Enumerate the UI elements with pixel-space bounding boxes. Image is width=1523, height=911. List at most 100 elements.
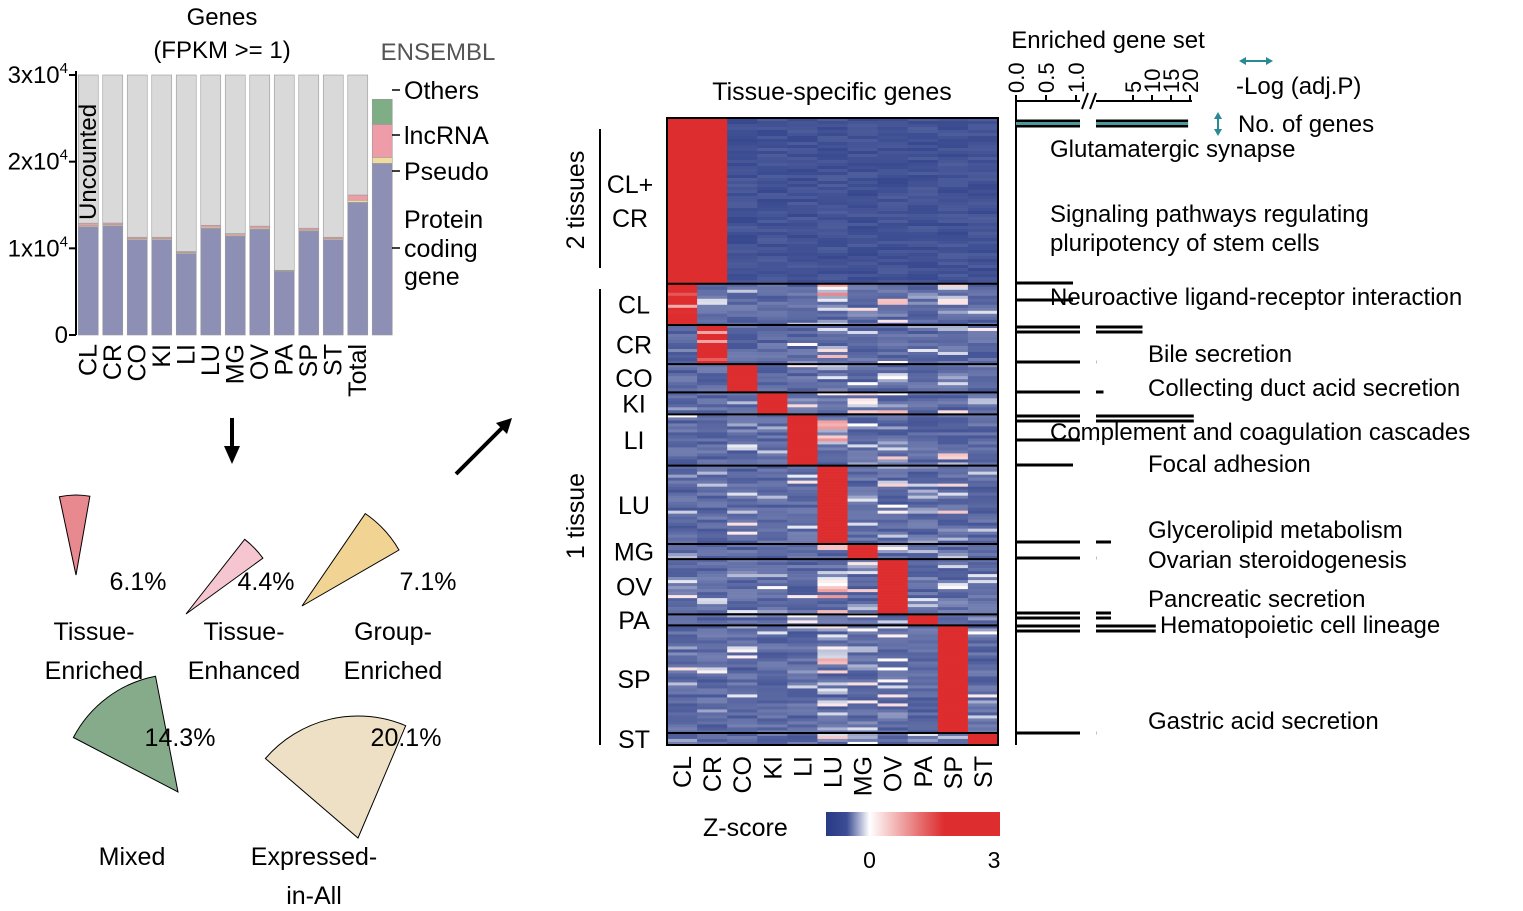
heatmap-cell (817, 367, 848, 371)
heatmap-cell (967, 571, 999, 575)
heatmap-cell (787, 330, 818, 335)
heatmap-cell (727, 732, 758, 737)
column-label-st: ST (970, 756, 998, 788)
heatmap-cell (787, 354, 818, 359)
heatmap-cell (877, 395, 909, 399)
heatmap-cell (697, 601, 728, 605)
heatmap-cell (937, 208, 969, 212)
heatmap-cell (727, 310, 758, 315)
heatmap-cell (757, 220, 788, 224)
heatmap-cell (967, 395, 999, 399)
heatmap-cell (907, 229, 939, 233)
heatmap-cell (847, 235, 879, 239)
heatmap-cell (967, 142, 999, 146)
heatmap-cell (697, 574, 728, 578)
heatmap-cell (877, 628, 909, 632)
heatmap-cell (817, 432, 848, 436)
heatmap-cell (877, 438, 909, 442)
heatmap-cell (787, 631, 818, 635)
heatmap-cell (937, 617, 969, 621)
heatmap-cell (967, 178, 999, 182)
heatmap-cell (757, 404, 788, 408)
heatmap-cell (847, 148, 879, 152)
bar-segment-cl-uncounted (77, 74, 99, 224)
heatmap-cell (937, 370, 969, 374)
heatmap-cell (667, 697, 698, 701)
heatmap-cell (967, 154, 999, 158)
heatmap-cell (817, 601, 848, 605)
heatmap-cell (727, 465, 758, 469)
heatmap-cell (667, 682, 698, 686)
heatmap-cell (697, 220, 728, 224)
heatmap-cell (847, 295, 879, 300)
heatmap-cell (937, 721, 969, 725)
heatmap-cell (877, 184, 909, 188)
heatmap-cell (877, 283, 909, 288)
heatmap-cell (727, 232, 758, 236)
heatmap-cell (907, 628, 939, 632)
heatmap-cell (937, 525, 969, 529)
heatmap-cell (787, 501, 818, 505)
heatmap-cell (817, 304, 848, 309)
heatmap-cell (757, 537, 788, 541)
heatmap-cell (967, 495, 999, 499)
heatmap-cell (907, 667, 939, 671)
heatmap-cell (967, 244, 999, 248)
heatmap-cell (817, 283, 848, 288)
heatmap-cell (757, 697, 788, 701)
heatmap-cell (787, 217, 818, 221)
heatmap-cell (877, 214, 909, 218)
heatmap-cell (967, 283, 999, 288)
heatmap-cell (907, 295, 939, 300)
heatmap-cell (787, 220, 818, 224)
heatmap-cell (967, 336, 999, 341)
heatmap-cell (847, 550, 879, 554)
heatmap-cell (907, 376, 939, 380)
chart-title-line2: (FPKM >= 1) (153, 37, 290, 64)
y-tick-label: 2x104 (8, 147, 68, 176)
heatmap-cell (937, 565, 969, 569)
heatmap-cell (907, 127, 939, 131)
heatmap-cell (817, 298, 848, 303)
heatmap-cell (937, 522, 969, 526)
heatmap-cell (787, 637, 818, 641)
heatmap-cell (697, 568, 728, 572)
heatmap-cell (937, 401, 969, 405)
heatmap-cell (847, 214, 879, 218)
heatmap-cell (727, 738, 758, 743)
heatmap-cell (817, 679, 848, 683)
heatmap-cell (967, 617, 999, 621)
heatmap-cell (907, 583, 939, 587)
heatmap-cell (667, 607, 698, 611)
x-tick-label-lu: LU (197, 344, 225, 376)
heatmap-cell (907, 379, 939, 383)
heatmap-cell (907, 534, 939, 538)
heatmap-cell (787, 178, 818, 182)
heatmap-cell (967, 721, 999, 725)
heatmap-cell (907, 732, 939, 737)
heatmap-cell (847, 181, 879, 185)
heatmap-cell (907, 268, 939, 272)
chart-title-line1: Genes (187, 4, 258, 31)
heatmap-cell (787, 703, 818, 707)
heatmap-cell (667, 313, 698, 318)
heatmap-cell (847, 151, 879, 155)
heatmap-cell (847, 620, 879, 624)
heatmap-cell (667, 202, 698, 206)
heatmap-cell (667, 703, 698, 707)
heatmap-cell (757, 360, 788, 365)
heatmap-cell (757, 682, 788, 686)
heatmap-cell (667, 571, 698, 575)
heatmap-cell (727, 283, 758, 288)
heatmap-cell (787, 504, 818, 508)
heatmap-cell (817, 519, 848, 523)
heatmap-cell (697, 404, 728, 408)
bar-segment-li-protein-coding-gene (175, 253, 197, 336)
heatmap-cell (817, 534, 848, 538)
heatmap-cell (817, 196, 848, 200)
heatmap-cell (907, 556, 939, 560)
heatmap-cell (967, 453, 999, 457)
